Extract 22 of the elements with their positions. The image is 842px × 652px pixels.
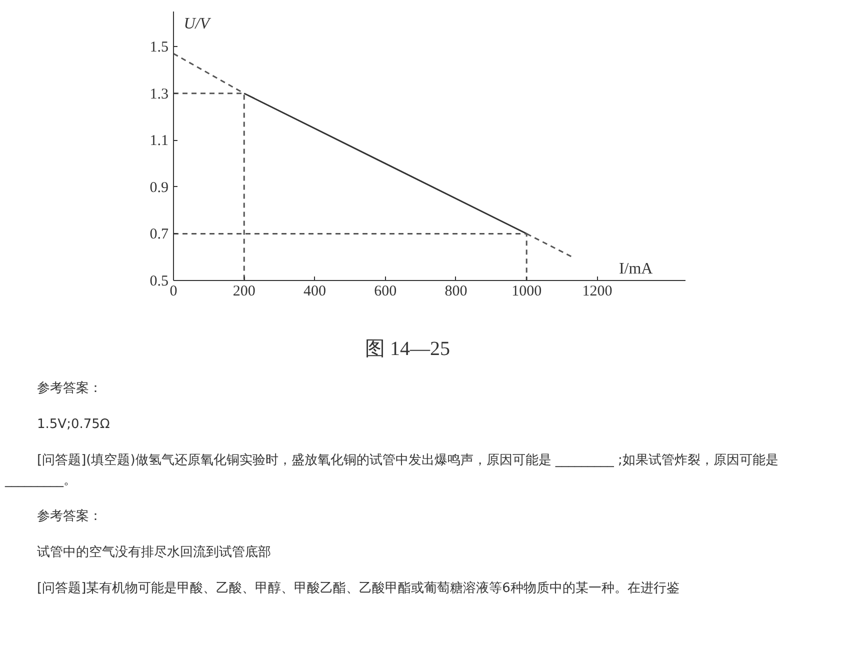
x-tick-label: 1000 xyxy=(512,284,542,300)
x-axis-title: I/mA xyxy=(618,260,654,278)
text: 试管中的空气没有排尽水回流到试管底部 xyxy=(36,544,272,562)
text: [问答题](填空题)做氢气还原氧化铜实验时，盛放氧化铜的试管中发出爆鸣声，原因可能是 _________ ;如果试管炸裂，原因可能是_________。 xyxy=(5,452,780,490)
x-tick-label: 600 xyxy=(374,284,397,300)
y-tick-label: 1.1 xyxy=(150,133,168,150)
y-tick-label: 0.7 xyxy=(150,226,169,243)
text: [问答题]某有机物可能是甲酸、乙酸、甲醇、甲酸乙酯、乙酸甲酯或葡萄糖溶液等6种物质中的某一种。在进行鉴 xyxy=(36,580,680,598)
x-tick-label: 1200 xyxy=(582,284,612,300)
text: 参考答案： xyxy=(36,380,103,398)
y-tick-label: 1.3 xyxy=(150,86,168,102)
caption: 图 14—25 xyxy=(364,337,451,362)
x-tick-label: 400 xyxy=(303,284,326,300)
text: 1.5V;0.75Ω xyxy=(36,416,111,434)
y-axis-title: U/V xyxy=(184,16,212,32)
x-tick-label: 0 xyxy=(170,284,178,300)
y-tick-label: 0.9 xyxy=(150,180,168,196)
x-tick-label: 800 xyxy=(444,284,468,300)
x-tick-label: 200 xyxy=(232,284,256,300)
text: 参考答案： xyxy=(36,508,103,526)
y-tick-label: 0.5 xyxy=(150,274,168,290)
y-tick-label: 1.5 xyxy=(150,40,168,56)
